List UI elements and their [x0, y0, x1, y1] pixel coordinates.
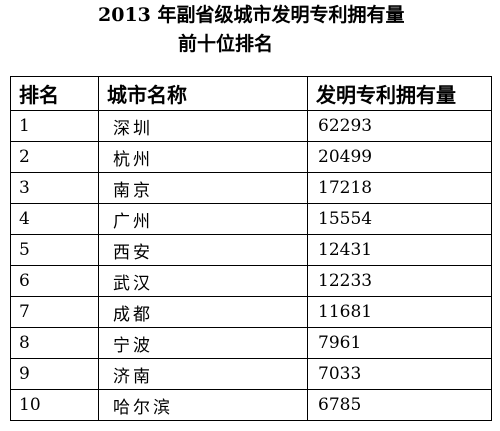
city-cell: 济南	[98, 358, 308, 390]
rank-cell: 6	[10, 265, 99, 297]
patent-count-cell: 7033	[307, 358, 492, 390]
table-row: 9 济南 7033	[10, 358, 492, 390]
rank-cell: 2	[10, 141, 99, 173]
city-cell: 成都	[98, 296, 308, 328]
table-row: 4 广州 15554	[10, 203, 492, 235]
table-row: 6 武汉 12233	[10, 265, 492, 297]
table-row: 3 南京 17218	[10, 172, 492, 204]
rank-cell: 8	[10, 327, 99, 359]
city-cell: 杭州	[98, 141, 308, 173]
patent-count-cell: 17218	[307, 172, 492, 204]
rank-cell: 4	[10, 203, 99, 235]
rank-cell: 1	[10, 110, 99, 142]
city-cell: 西安	[98, 234, 308, 266]
header-city: 城市名称	[98, 76, 308, 111]
header-patent-count: 发明专利拥有量	[307, 76, 492, 111]
patent-count-cell: 20499	[307, 141, 492, 173]
city-cell: 南京	[98, 172, 308, 204]
city-cell: 哈尔滨	[98, 389, 308, 421]
patent-count-cell: 6785	[307, 389, 492, 421]
page-title: 2013 年副省级城市发明专利拥有量	[98, 4, 405, 26]
header-rank: 排名	[10, 76, 99, 111]
table-row: 1 深圳 62293	[10, 110, 492, 142]
rank-cell: 7	[10, 296, 99, 328]
patent-count-cell: 12233	[307, 265, 492, 297]
city-cell: 武汉	[98, 265, 308, 297]
rank-cell: 9	[10, 358, 99, 390]
table-row: 7 成都 11681	[10, 296, 492, 328]
patent-count-cell: 62293	[307, 110, 492, 142]
table-row: 8 宁波 7961	[10, 327, 492, 359]
city-cell: 宁波	[98, 327, 308, 359]
city-cell: 深圳	[98, 110, 308, 142]
table-row: 5 西安 12431	[10, 234, 492, 266]
patent-count-cell: 15554	[307, 203, 492, 235]
city-cell: 广州	[98, 203, 308, 235]
patent-count-cell: 7961	[307, 327, 492, 359]
page-subtitle: 前十位排名	[178, 33, 274, 55]
table-row: 2 杭州 20499	[10, 141, 492, 173]
rank-cell: 3	[10, 172, 99, 204]
ranking-table: 排名 城市名称 发明专利拥有量 1 深圳 62293 2 杭州 20499 3 …	[10, 76, 492, 421]
patent-count-cell: 12431	[307, 234, 492, 266]
table-header-row: 排名 城市名称 发明专利拥有量	[10, 76, 492, 111]
rank-cell: 10	[10, 389, 99, 421]
rank-cell: 5	[10, 234, 99, 266]
table-row: 10 哈尔滨 6785	[10, 389, 492, 421]
patent-count-cell: 11681	[307, 296, 492, 328]
